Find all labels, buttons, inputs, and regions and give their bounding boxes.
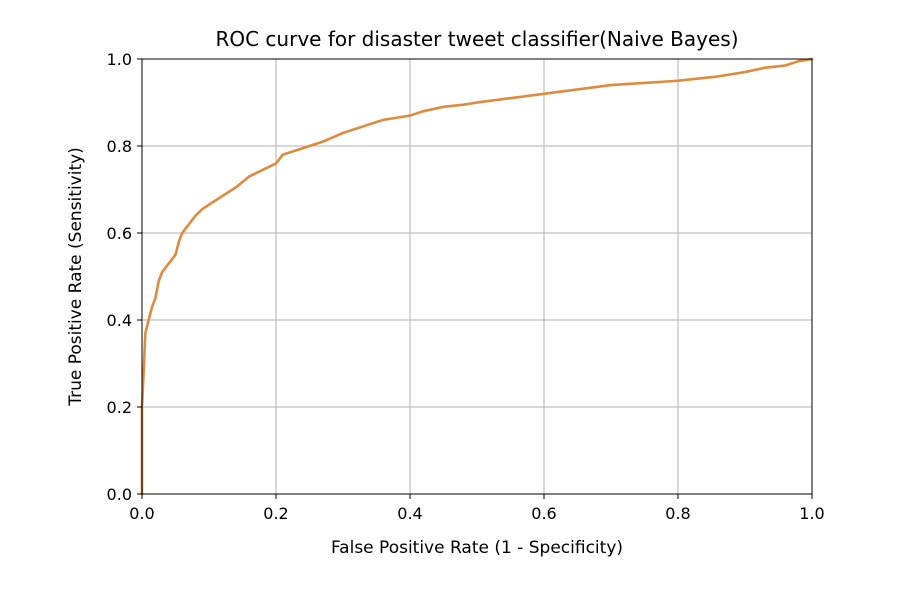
y-axis-label: True Positive Rate (Sensitivity) <box>66 147 86 407</box>
y-tick-label: 0.8 <box>107 137 132 156</box>
series-layer <box>140 57 814 496</box>
x-tick-label: 0.4 <box>397 504 422 523</box>
y-tick-label: 0.2 <box>107 398 132 417</box>
chart-title: ROC curve for disaster tweet classifier(… <box>215 27 738 51</box>
x-tick-label: 0.6 <box>531 504 556 523</box>
ticks: 0.0 0.2 0.4 0.6 0.8 1.0 0.0 0.2 0.4 0.6 0.8 1.0 <box>107 50 825 523</box>
x-tick-label: 1.0 <box>799 504 824 523</box>
x-tick-label: 0.0 <box>129 504 154 523</box>
y-tick-label: 1.0 <box>107 50 132 69</box>
x-tick-label: 0.2 <box>263 504 288 523</box>
x-tick-label: 0.8 <box>665 504 690 523</box>
grid <box>141 58 813 495</box>
y-tick-label: 0.4 <box>107 311 132 330</box>
plot-frame <box>141 58 813 495</box>
roc-curve-line <box>140 57 814 496</box>
y-tick-label: 0.6 <box>107 224 132 243</box>
y-tick-label: 0.0 <box>107 485 132 504</box>
x-axis-label: False Positive Rate (1 - Specificity) <box>331 538 623 558</box>
